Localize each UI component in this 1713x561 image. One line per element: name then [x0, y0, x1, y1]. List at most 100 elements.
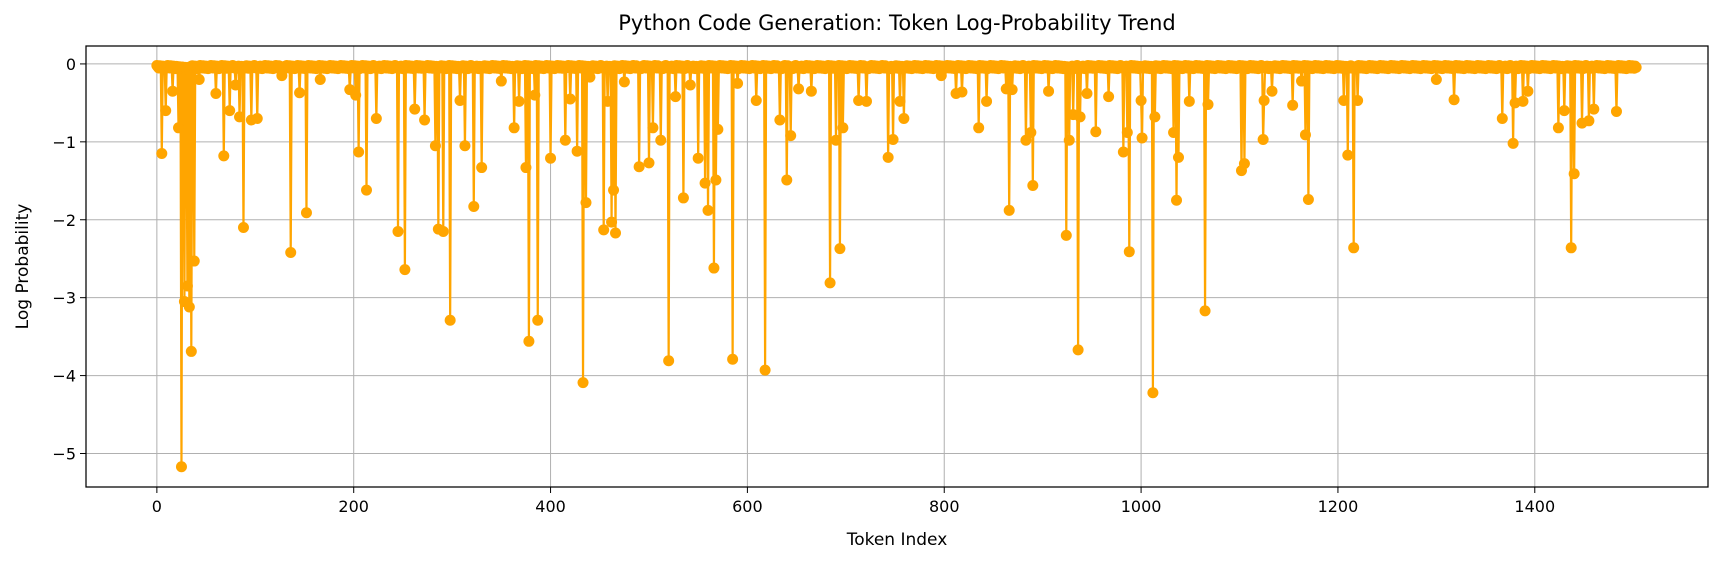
y-tick-label: 0	[66, 55, 76, 74]
data-point	[699, 177, 711, 189]
data-point	[785, 130, 797, 142]
data-point	[1352, 95, 1364, 107]
data-point	[1610, 105, 1622, 117]
data-point	[956, 86, 968, 98]
data-point	[1342, 149, 1354, 161]
data-point	[577, 377, 589, 389]
data-point	[774, 114, 786, 126]
data-point	[1147, 387, 1159, 399]
data-point	[1183, 95, 1195, 107]
x-axis-ticks: 0 200 400 600 800 1000 1200 1400	[152, 487, 1555, 516]
data-point	[1238, 158, 1250, 170]
data-point	[181, 280, 193, 292]
data-point	[1074, 111, 1086, 123]
data-point	[173, 122, 185, 134]
data-point	[1043, 85, 1055, 97]
data-point	[218, 150, 230, 162]
data-point	[444, 314, 456, 326]
data-point	[160, 105, 172, 117]
data-point	[1172, 151, 1184, 163]
data-point	[606, 216, 618, 228]
data-point	[508, 122, 520, 134]
data-point	[1060, 229, 1072, 241]
data-point	[830, 134, 842, 146]
data-point	[1430, 74, 1442, 85]
data-point	[361, 184, 372, 196]
data-point	[663, 355, 675, 367]
data-point	[732, 77, 744, 89]
data-point	[237, 222, 249, 234]
data-point	[1025, 126, 1037, 138]
x-tick-label: 0	[152, 497, 162, 516]
data-point	[702, 204, 714, 216]
data-point	[1348, 242, 1360, 254]
data-point	[1003, 204, 1015, 216]
data-point	[1258, 95, 1270, 107]
data-point	[882, 151, 894, 163]
data-point	[476, 162, 488, 174]
data-point	[1006, 84, 1018, 96]
data-point	[1630, 61, 1642, 73]
data-point	[1302, 193, 1314, 205]
data-point	[708, 262, 720, 274]
data-point	[459, 140, 471, 152]
data-point	[608, 184, 620, 196]
data-point	[454, 95, 466, 107]
data-point	[520, 162, 532, 174]
data-point	[1103, 91, 1115, 103]
data-point	[409, 103, 421, 115]
data-point	[392, 225, 404, 237]
data-point	[234, 111, 246, 123]
y-tick-label: −3	[52, 289, 76, 308]
data-point	[1171, 194, 1183, 206]
data-point	[633, 161, 645, 173]
data-point	[670, 91, 682, 103]
data-point	[793, 83, 805, 95]
data-point	[618, 76, 630, 88]
data-point	[837, 122, 849, 134]
data-point	[1090, 126, 1102, 138]
data-point	[1565, 242, 1577, 254]
data-point	[834, 243, 846, 255]
data-point	[1568, 168, 1580, 180]
data-point	[1135, 95, 1147, 107]
data-point	[1136, 132, 1148, 144]
y-tick-label: −5	[52, 444, 76, 463]
data-point	[1257, 134, 1269, 145]
data-point	[1517, 95, 1529, 107]
data-point	[1507, 137, 1519, 149]
data-point	[193, 74, 205, 85]
data-point	[513, 95, 525, 107]
x-tick-label: 1400	[1514, 497, 1555, 516]
data-point	[1558, 105, 1570, 117]
data-point	[230, 79, 242, 91]
data-point	[1121, 126, 1133, 138]
data-point	[1296, 75, 1308, 87]
data-point	[727, 353, 739, 365]
data-point	[294, 87, 306, 99]
data-point	[824, 277, 836, 289]
data-point	[1027, 179, 1039, 191]
data-point	[419, 114, 431, 126]
data-point	[602, 95, 614, 107]
data-point	[1338, 95, 1350, 107]
data-point	[300, 207, 312, 219]
data-point	[251, 112, 263, 124]
data-point	[692, 152, 704, 164]
data-point	[285, 246, 297, 258]
data-point	[1266, 85, 1278, 97]
data-point	[1199, 305, 1211, 317]
data-point	[353, 146, 365, 158]
data-point	[655, 134, 667, 146]
data-point	[684, 79, 696, 91]
data-point	[564, 93, 576, 105]
y-axis-ticks: 0 −1 −2 −3 −4 −5	[52, 55, 86, 463]
data-point	[156, 148, 168, 160]
axes-frame	[85, 45, 1709, 488]
data-point	[1287, 99, 1299, 111]
data-point	[495, 75, 507, 87]
y-axis-label: Log Probability	[13, 204, 33, 330]
x-tick-label: 600	[732, 497, 763, 516]
data-point	[1448, 94, 1460, 106]
